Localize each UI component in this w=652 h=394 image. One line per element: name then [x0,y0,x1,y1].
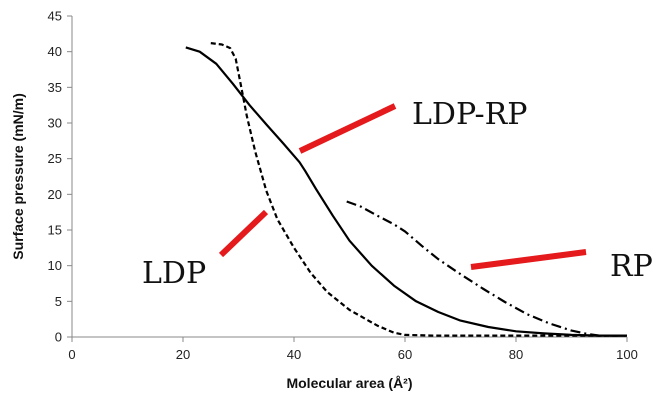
y-tick-label: 30 [48,116,62,131]
y-tick-label: 10 [48,258,62,273]
y-axis-title: Surface pressure (mN/m) [10,93,26,260]
annotation-label-ldp: LDP [142,256,206,291]
y-tick-label: 0 [55,330,62,345]
y-tick-label: 5 [55,294,62,309]
axes: 0 5 10 15 20 25 30 35 40 45 0 20 40 60 80 100 Molecular … [10,9,638,392]
series-line-rp [346,200,627,337]
y-tick-label: 15 [48,223,62,238]
x-tick-label: 100 [616,347,638,362]
x-tick-label: 20 [176,347,190,362]
x-tick-label: 80 [509,347,523,362]
x-tick-label: 60 [398,347,412,362]
x-axis-title: Molecular area (Å²) [286,375,412,391]
x-tick-label: 0 [68,347,75,362]
y-tick-label: 35 [48,80,62,95]
annotation-pointer-ldp [218,209,269,258]
annotations: LDP-RP LDP RP [142,97,652,291]
annotation-label-rp: RP [610,249,652,284]
x-tick-label: 40 [287,347,301,362]
y-tick-label: 20 [48,187,62,202]
y-tick-label: 45 [48,9,62,24]
series-layer [185,42,627,337]
y-tick-label: 40 [48,44,62,59]
y-tick-label: 25 [48,151,62,166]
series-line-ldp [210,42,627,337]
annotation-label-ldp-rp: LDP-RP [412,97,527,132]
annotation-pointer-rp [470,249,587,270]
series-line-ldp-rp [185,46,627,337]
annotation-pointer-ldp-rp [298,103,397,154]
